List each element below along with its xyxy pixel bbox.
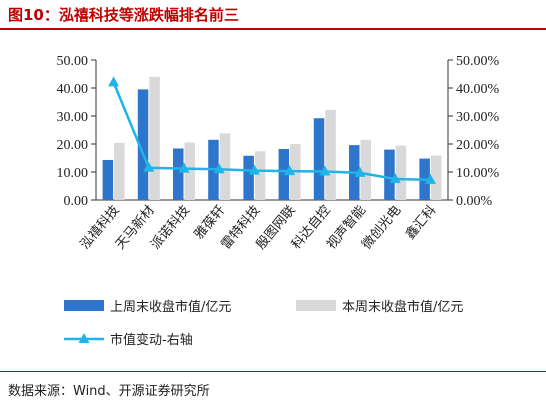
y-left-tick-label: 40.00 (57, 82, 89, 97)
bar-this-week (149, 76, 160, 200)
y-left-tick-label: 0.00 (64, 194, 89, 209)
bar-this-week (360, 139, 371, 200)
change-point (389, 173, 401, 183)
bar-last-week (243, 155, 254, 200)
bar-last-week (384, 149, 395, 200)
y-right-axis: 0.00% 10.00% 20.00% 30.00% 40.00% 50.00% (447, 54, 500, 209)
title-rule (0, 28, 546, 30)
change-point (319, 165, 331, 176)
change-line (108, 76, 436, 184)
change-point (108, 76, 120, 87)
source-rule (0, 371, 546, 372)
change-point (248, 164, 260, 175)
y-right-tick-label: 10.00% (456, 166, 500, 181)
chart-title: 图10：泓禧科技等涨跌幅排名前三 (8, 6, 239, 24)
y-right-tick-label: 50.00% (456, 54, 500, 69)
legend-marker-change (78, 333, 90, 343)
change-point (213, 163, 225, 174)
change-point (284, 165, 296, 176)
bar-last-week (173, 148, 184, 200)
legend-label-last-week: 上周末收盘市值/亿元 (110, 299, 231, 315)
source-note: 数据来源：Wind、开源证券研究所 (8, 384, 210, 399)
y-left-tick-label: 50.00 (57, 54, 89, 69)
bar-last-week (137, 89, 149, 200)
bar-last-week (313, 118, 325, 200)
category-label: 鑫汇科 (402, 202, 439, 242)
legend-swatch-this-week (296, 300, 336, 311)
change-point (178, 162, 190, 173)
y-left-tick-label: 20.00 (57, 138, 89, 153)
bar-this-week (114, 142, 125, 200)
change-line-path (112, 81, 431, 182)
bar-this-week (184, 142, 195, 200)
bar-last-week (102, 159, 114, 200)
y-left-axis: 0.00 10.00 20.00 30.00 40.00 50.00 (57, 54, 448, 209)
change-point (354, 166, 366, 177)
change-point (143, 161, 155, 172)
chart: 0.00 10.00 20.00 30.00 40.00 50.00 0.00% 10.00… (57, 54, 500, 348)
y-left-tick-label: 30.00 (57, 110, 89, 125)
legend-swatch-last-week (64, 300, 104, 311)
change-point (424, 173, 436, 184)
y-right-tick-label: 40.00% (456, 82, 500, 97)
bar-this-week (325, 109, 336, 200)
legend-label-change: 市值变动-右轴 (110, 332, 193, 348)
bar-last-week (278, 149, 290, 200)
y-right-tick-label: 30.00% (456, 110, 500, 125)
legend-label-this-week: 本周末收盘市值/亿元 (342, 299, 463, 315)
bars (102, 76, 442, 200)
bar-this-week (254, 151, 266, 200)
bar-this-week (219, 133, 231, 200)
y-left-tick-label: 10.00 (57, 166, 89, 181)
bar-this-week (430, 155, 442, 200)
bar-this-week (395, 145, 407, 200)
y-right-tick-label: 20.00% (456, 138, 500, 153)
y-right-tick-label: 0.00% (456, 194, 493, 209)
